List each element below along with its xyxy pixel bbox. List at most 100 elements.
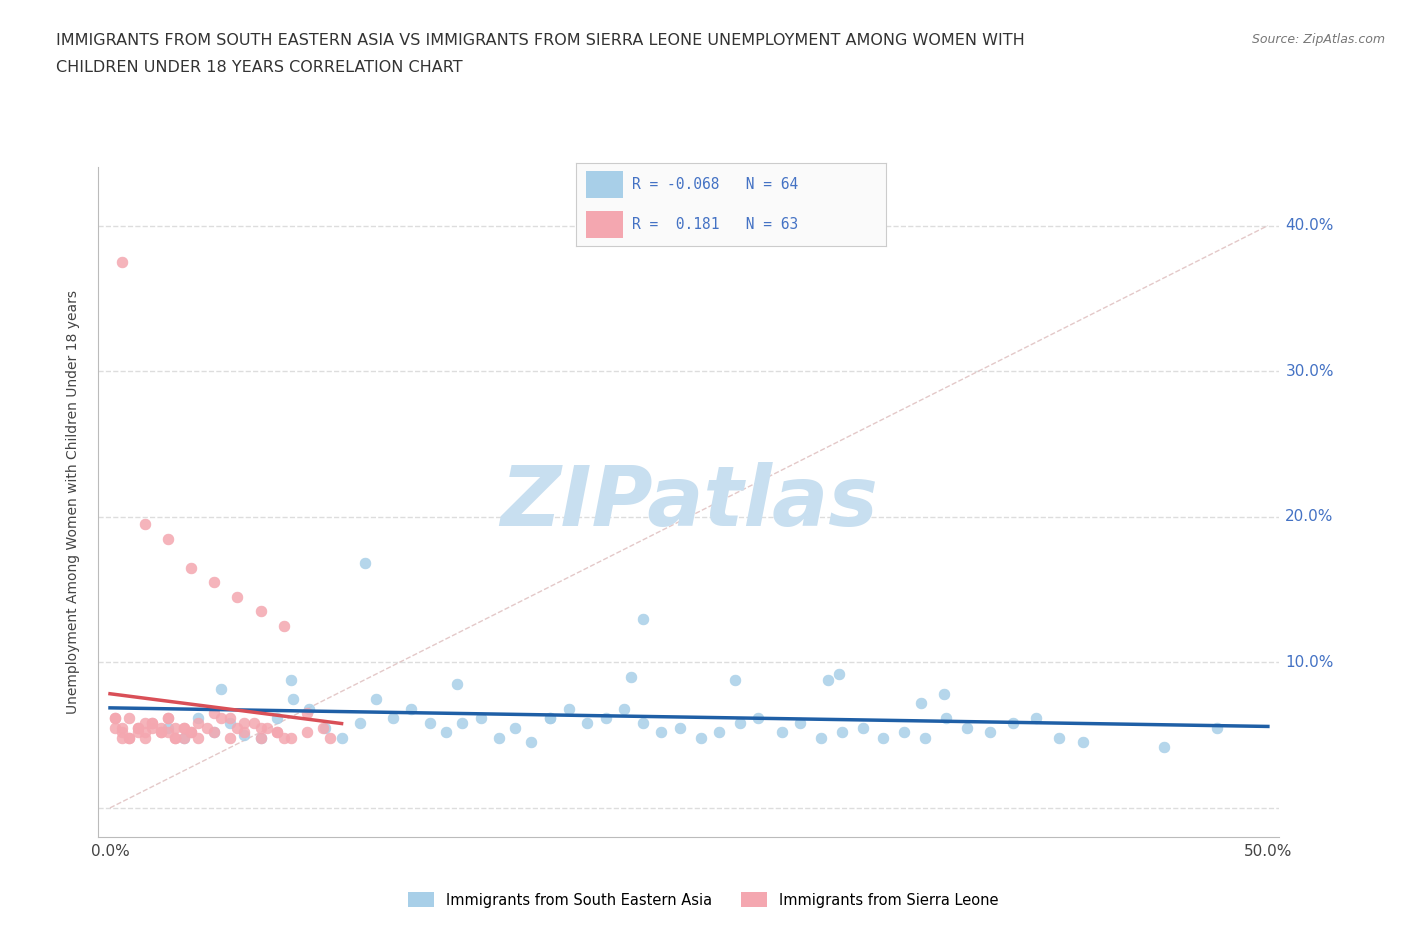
Point	[202, 706, 225, 721]
Point	[195, 721, 218, 736]
Point	[298, 701, 321, 716]
Point	[770, 724, 793, 739]
Point	[349, 716, 371, 731]
Text: 40.0%: 40.0%	[1285, 219, 1334, 233]
Point	[117, 711, 139, 725]
Point	[249, 604, 271, 618]
Point	[314, 721, 336, 736]
Text: 20.0%: 20.0%	[1285, 510, 1334, 525]
Point	[117, 731, 139, 746]
Point	[187, 731, 209, 746]
Point	[446, 677, 468, 692]
Point	[156, 711, 179, 725]
Point	[280, 731, 302, 746]
Y-axis label: Unemployment Among Women with Children Under 18 years: Unemployment Among Women with Children U…	[66, 290, 80, 714]
Point	[219, 731, 242, 746]
Point	[1002, 716, 1025, 731]
Point	[219, 711, 242, 725]
Point	[156, 721, 179, 736]
Point	[110, 724, 132, 739]
Text: 10.0%: 10.0%	[1285, 655, 1334, 670]
Point	[134, 731, 156, 746]
Point	[893, 724, 915, 739]
Point	[488, 731, 510, 746]
Point	[141, 716, 163, 731]
Point	[127, 721, 149, 736]
Point	[470, 711, 492, 725]
Point	[104, 721, 127, 736]
Point	[141, 716, 163, 731]
Point	[226, 721, 249, 736]
Point	[242, 716, 264, 731]
Text: CHILDREN UNDER 18 YEARS CORRELATION CHART: CHILDREN UNDER 18 YEARS CORRELATION CHAR…	[56, 60, 463, 75]
Point	[233, 727, 256, 742]
Point	[707, 724, 730, 739]
Text: 30.0%: 30.0%	[1285, 364, 1334, 379]
Point	[1206, 721, 1229, 736]
Point	[932, 687, 955, 702]
Text: IMMIGRANTS FROM SOUTH EASTERN ASIA VS IMMIGRANTS FROM SIERRA LEONE UNEMPLOYMENT : IMMIGRANTS FROM SOUTH EASTERN ASIA VS IM…	[56, 33, 1025, 47]
Point	[273, 618, 295, 633]
Point	[728, 716, 751, 731]
Point	[1025, 711, 1047, 725]
Point	[173, 721, 195, 736]
Point	[910, 696, 932, 711]
Point	[163, 731, 186, 746]
Text: ZIPatlas: ZIPatlas	[501, 461, 877, 543]
Point	[202, 724, 225, 739]
Text: R = -0.068   N = 64: R = -0.068 N = 64	[633, 177, 799, 192]
Point	[173, 731, 195, 746]
Point	[104, 711, 127, 725]
Text: Source: ZipAtlas.com: Source: ZipAtlas.com	[1251, 33, 1385, 46]
Point	[520, 735, 543, 750]
Point	[595, 711, 617, 725]
Point	[576, 716, 599, 731]
Legend: Immigrants from South Eastern Asia, Immigrants from Sierra Leone: Immigrants from South Eastern Asia, Immi…	[402, 886, 1004, 913]
Point	[256, 721, 278, 736]
Point	[249, 721, 271, 736]
Bar	[586, 211, 623, 238]
Point	[117, 731, 139, 746]
Point	[156, 724, 179, 739]
Point	[831, 724, 853, 739]
Point	[979, 724, 1001, 739]
Point	[180, 724, 202, 739]
Point	[434, 724, 457, 739]
Point	[935, 711, 957, 725]
Point	[724, 672, 747, 687]
Point	[110, 731, 132, 746]
Point	[156, 531, 179, 546]
Point	[202, 724, 225, 739]
Point	[266, 724, 288, 739]
Point	[273, 731, 295, 746]
Point	[233, 724, 256, 739]
Point	[173, 721, 195, 736]
Point	[810, 731, 832, 746]
Point	[668, 721, 690, 736]
Point	[747, 711, 769, 725]
Point	[330, 731, 353, 746]
Point	[399, 701, 422, 716]
Point	[295, 706, 318, 721]
Bar	[586, 171, 623, 198]
Point	[110, 255, 132, 270]
Point	[1071, 735, 1094, 750]
Point	[295, 724, 318, 739]
Point	[163, 731, 186, 746]
Point	[852, 721, 875, 736]
Point	[419, 716, 441, 731]
Point	[209, 681, 232, 696]
Point	[249, 731, 271, 746]
Point	[312, 721, 335, 736]
Point	[281, 691, 304, 706]
Point	[134, 716, 156, 731]
Point	[789, 716, 811, 731]
Point	[828, 667, 851, 682]
Point	[1049, 731, 1071, 746]
Point	[173, 731, 195, 746]
Point	[180, 724, 202, 739]
Point	[620, 670, 643, 684]
Point	[381, 711, 404, 725]
Point	[631, 611, 654, 626]
Point	[156, 711, 179, 725]
